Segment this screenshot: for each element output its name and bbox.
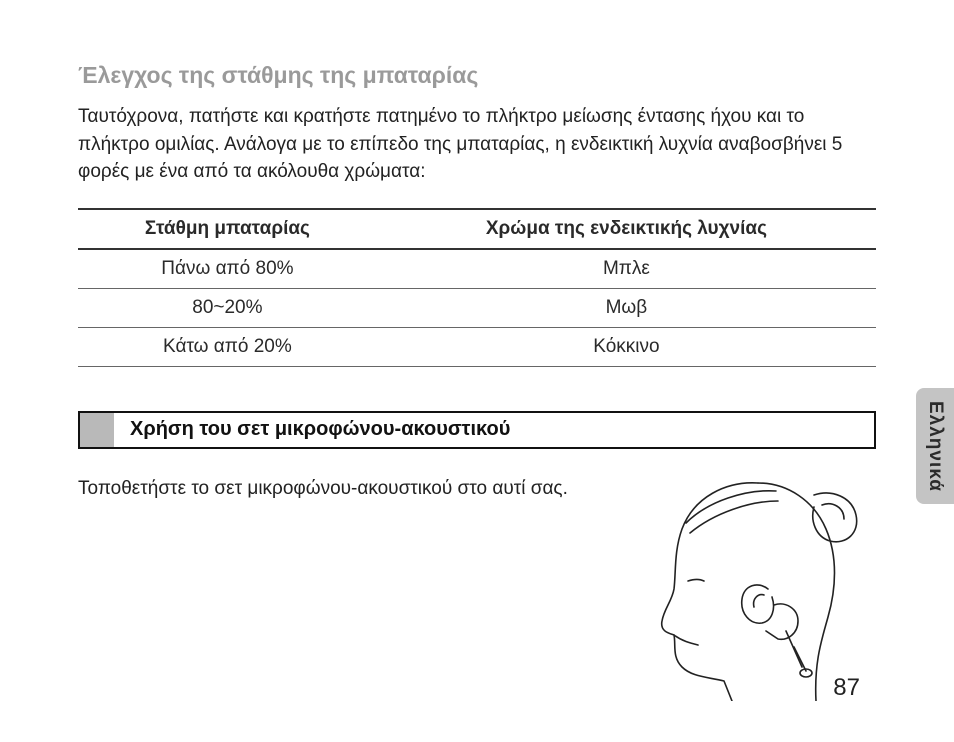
battery-table: Στάθμη μπαταρίας Χρώμα της ενδεικτικής λ… bbox=[78, 208, 876, 367]
section-title-bar: Χρήση του σετ μικροφώνου-ακουστικού bbox=[78, 411, 876, 449]
usage-paragraph: Τοποθετήστε το σετ μικροφώνου-ακουστικού… bbox=[78, 471, 596, 503]
table-cell: Μπλε bbox=[377, 249, 876, 289]
ear-illustration bbox=[616, 471, 876, 701]
table-cell: Κόκκινο bbox=[377, 327, 876, 366]
usage-row: Τοποθετήστε το σετ μικροφώνου-ακουστικού… bbox=[78, 471, 876, 701]
table-header-cell: Χρώμα της ενδεικτικής λυχνίας bbox=[377, 209, 876, 249]
headset-profile-icon bbox=[616, 471, 876, 701]
language-label: Ελληνικά bbox=[924, 401, 946, 492]
manual-page: Έλεγχος της στάθμης της μπαταρίας Ταυτόχ… bbox=[0, 0, 954, 742]
table-header-cell: Στάθμη μπαταρίας bbox=[78, 209, 377, 249]
table-cell: 80~20% bbox=[78, 288, 377, 327]
language-side-tab: Ελληνικά bbox=[916, 388, 954, 504]
table-row: Κάτω από 20% Κόκκινο bbox=[78, 327, 876, 366]
table-cell: Μωβ bbox=[377, 288, 876, 327]
table-cell: Πάνω από 80% bbox=[78, 249, 377, 289]
table-row: Πάνω από 80% Μπλε bbox=[78, 249, 876, 289]
section-title: Χρήση του σετ μικροφώνου-ακουστικού bbox=[114, 413, 874, 447]
battery-heading: Έλεγχος της στάθμης της μπαταρίας bbox=[78, 62, 876, 89]
table-header-row: Στάθμη μπαταρίας Χρώμα της ενδεικτικής λ… bbox=[78, 209, 876, 249]
table-cell: Κάτω από 20% bbox=[78, 327, 377, 366]
page-number: 87 bbox=[833, 674, 860, 702]
table-row: 80~20% Μωβ bbox=[78, 288, 876, 327]
section-square-icon bbox=[80, 413, 114, 447]
battery-paragraph: Ταυτόχρονα, πατήστε και κρατήστε πατημέν… bbox=[78, 103, 876, 186]
